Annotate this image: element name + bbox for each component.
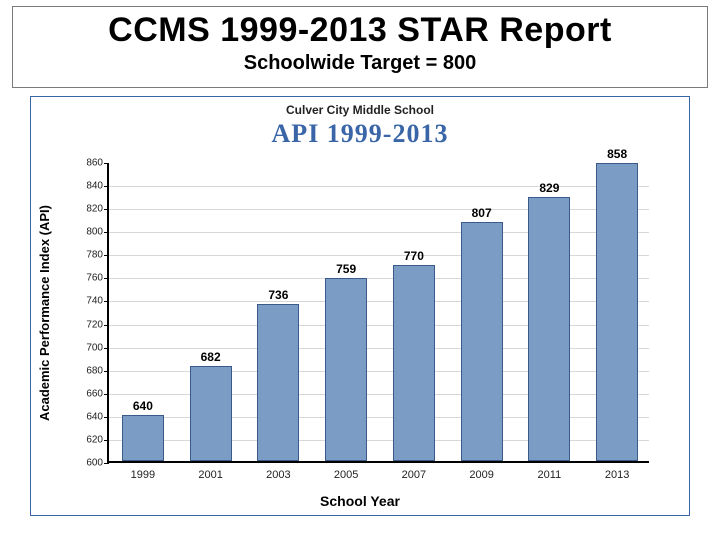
y-tick-mark xyxy=(104,371,109,372)
title-box: CCMS 1999-2013 STAR Report Schoolwide Ta… xyxy=(12,6,708,88)
bar-fill xyxy=(528,197,570,461)
y-tick-label: 780 xyxy=(77,250,103,261)
y-tick-label: 820 xyxy=(77,204,103,215)
y-tick-mark xyxy=(104,232,109,233)
y-tick-label: 660 xyxy=(77,388,103,399)
y-tick-label: 720 xyxy=(77,319,103,330)
y-tick-mark xyxy=(104,209,109,210)
bar: 829 xyxy=(528,197,570,461)
x-tick-label: 2001 xyxy=(177,469,245,481)
y-tick-mark xyxy=(104,186,109,187)
y-tick-mark xyxy=(104,163,109,164)
y-tick-mark xyxy=(104,325,109,326)
y-tick-label: 740 xyxy=(77,296,103,307)
x-tick-label: 1999 xyxy=(109,469,177,481)
slide-title: CCMS 1999-2013 STAR Report xyxy=(13,11,707,50)
x-tick-label: 2005 xyxy=(312,469,380,481)
y-tick-label: 600 xyxy=(77,458,103,469)
bar: 770 xyxy=(393,265,435,461)
bar: 759 xyxy=(325,278,367,461)
bar: 682 xyxy=(190,366,232,461)
y-tick-mark xyxy=(104,463,109,464)
bar: 736 xyxy=(257,304,299,461)
plot-area: 6006206406606807007207407607808008208408… xyxy=(107,163,649,463)
chart-api-header: API 1999-2013 xyxy=(31,119,689,149)
y-tick-label: 840 xyxy=(77,181,103,192)
slide-subtitle: Schoolwide Target = 800 xyxy=(13,52,707,75)
bar-value-label: 858 xyxy=(590,147,644,161)
bar-fill xyxy=(393,265,435,461)
bar-value-label: 682 xyxy=(184,350,238,364)
x-tick-label: 2011 xyxy=(516,469,584,481)
chart-school-header: Culver City Middle School xyxy=(31,103,689,117)
bar-fill xyxy=(190,366,232,461)
chart-frame: Culver City Middle School API 1999-2013 … xyxy=(30,96,690,516)
bar-fill xyxy=(325,278,367,461)
y-tick-label: 620 xyxy=(77,434,103,445)
x-tick-label: 2009 xyxy=(448,469,516,481)
x-tick-label: 2007 xyxy=(380,469,448,481)
bar-fill xyxy=(461,222,503,461)
y-tick-label: 760 xyxy=(77,273,103,284)
y-tick-label: 680 xyxy=(77,365,103,376)
bar-value-label: 736 xyxy=(251,288,305,302)
bar: 807 xyxy=(461,222,503,461)
y-tick-mark xyxy=(104,301,109,302)
y-tick-label: 860 xyxy=(77,158,103,169)
y-tick-label: 700 xyxy=(77,342,103,353)
y-tick-label: 640 xyxy=(77,411,103,422)
bar-value-label: 770 xyxy=(387,249,441,263)
slide: CCMS 1999-2013 STAR Report Schoolwide Ta… xyxy=(0,0,720,540)
bar-fill xyxy=(257,304,299,461)
y-tick-mark xyxy=(104,417,109,418)
y-tick-mark xyxy=(104,394,109,395)
bar-value-label: 807 xyxy=(455,206,509,220)
x-axis-title: School Year xyxy=(31,493,689,509)
y-tick-label: 800 xyxy=(77,227,103,238)
bar-value-label: 640 xyxy=(116,399,170,413)
x-tick-label: 2003 xyxy=(245,469,313,481)
y-tick-mark xyxy=(104,348,109,349)
x-tick-label: 2013 xyxy=(583,469,651,481)
y-tick-mark xyxy=(104,278,109,279)
y-tick-mark xyxy=(104,440,109,441)
bar-fill xyxy=(596,163,638,461)
bar: 858 xyxy=(596,163,638,461)
bar-fill xyxy=(122,415,164,461)
y-tick-mark xyxy=(104,255,109,256)
bar-value-label: 759 xyxy=(319,262,373,276)
bar: 640 xyxy=(122,415,164,461)
bar-value-label: 829 xyxy=(522,181,576,195)
y-axis-title: Academic Performance Index (API) xyxy=(37,163,55,463)
